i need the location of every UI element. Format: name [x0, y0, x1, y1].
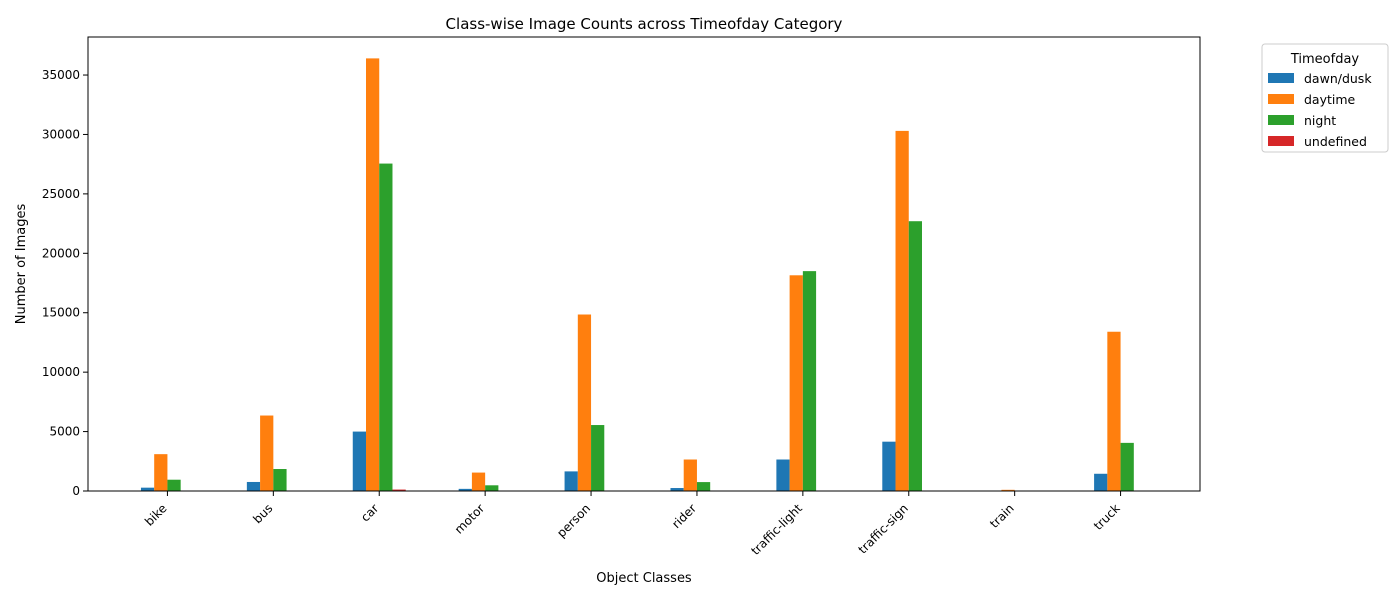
x-axis-label: Object Classes	[596, 571, 692, 586]
y-axis-label: Number of Images	[14, 204, 29, 325]
bar-car-night	[379, 163, 393, 491]
x-tick-label: traffic-sign	[855, 501, 910, 556]
x-tick-label: truck	[1091, 501, 1123, 533]
legend-swatch	[1268, 94, 1294, 104]
x-tick-label: bike	[142, 501, 169, 528]
bar-traffic-sign-dawn-dusk	[882, 441, 896, 491]
legend-title: Timeofday	[1290, 52, 1360, 67]
bar-traffic-light-daytime	[789, 275, 803, 491]
bar-person-night	[591, 425, 605, 491]
bar-bus-daytime	[260, 415, 274, 491]
y-tick-label: 0	[72, 484, 80, 498]
bar-motor-night	[485, 485, 499, 491]
bar-bus-dawn-dusk	[246, 481, 261, 491]
bar-rider-dawn-dusk	[670, 488, 684, 491]
legend-items: dawn/dusk daytime night undefined	[1268, 71, 1372, 149]
legend-label: daytime	[1304, 92, 1356, 107]
y-tick-label: 10000	[42, 365, 80, 379]
bars-group	[140, 58, 1148, 491]
bar-bike-dawn-dusk	[140, 487, 155, 491]
bar-traffic-sign-daytime	[895, 130, 909, 491]
bar-car-dawn-dusk	[352, 431, 366, 491]
x-axis-ticks: bike bus car motor person rider traffic-light t…	[142, 491, 1123, 558]
legend-label: dawn/dusk	[1304, 71, 1372, 86]
x-tick-label: car	[358, 501, 381, 524]
x-tick-label: person	[554, 501, 593, 540]
x-tick-label: train	[987, 501, 1017, 531]
x-tick-label: traffic-light	[748, 501, 805, 558]
bar-rider-night	[696, 482, 711, 491]
legend-swatch	[1268, 73, 1294, 83]
y-tick-label: 20000	[42, 246, 80, 260]
bar-truck-daytime	[1107, 331, 1121, 491]
bar-person-dawn-dusk	[564, 471, 578, 491]
x-tick-label: rider	[669, 501, 699, 531]
bar-bus-night	[273, 469, 287, 491]
y-tick-label: 5000	[49, 425, 80, 439]
y-tick-label: 30000	[42, 127, 80, 141]
bar-motor-daytime	[471, 472, 486, 491]
bar-car-daytime	[366, 58, 380, 491]
bar-bike-night	[167, 479, 181, 491]
bar-bike-daytime	[154, 454, 168, 491]
legend: Timeofday dawn/dusk daytime night undefined	[1261, 43, 1389, 153]
y-axis-ticks: 0 5000 10000 15000 20000 25000 30000 35000	[42, 68, 88, 498]
y-tick-label: 25000	[42, 187, 80, 201]
bar-traffic-light-night	[802, 271, 817, 491]
legend-label: undefined	[1304, 134, 1367, 149]
bar-motor-dawn-dusk	[458, 488, 472, 491]
legend-label: night	[1304, 113, 1336, 128]
legend-swatch	[1268, 136, 1294, 146]
bar-rider-daytime	[683, 459, 697, 491]
bar-truck-night	[1120, 442, 1134, 491]
y-tick-label: 15000	[42, 306, 80, 320]
x-tick-label: bus	[250, 501, 275, 526]
y-tick-label: 35000	[42, 68, 80, 82]
plot-frame	[87, 36, 1201, 492]
bar-traffic-sign-night	[908, 221, 922, 491]
bar-traffic-light-dawn-dusk	[776, 459, 790, 491]
bar-truck-dawn-dusk	[1094, 473, 1108, 491]
legend-swatch	[1268, 115, 1294, 125]
bar-car-undefined	[392, 489, 406, 491]
bar-person-daytime	[577, 314, 592, 491]
chart-title: Class-wise Image Counts across Timeofday…	[446, 15, 843, 33]
bar-train-daytime	[1001, 489, 1015, 491]
x-tick-label: motor	[452, 501, 487, 536]
